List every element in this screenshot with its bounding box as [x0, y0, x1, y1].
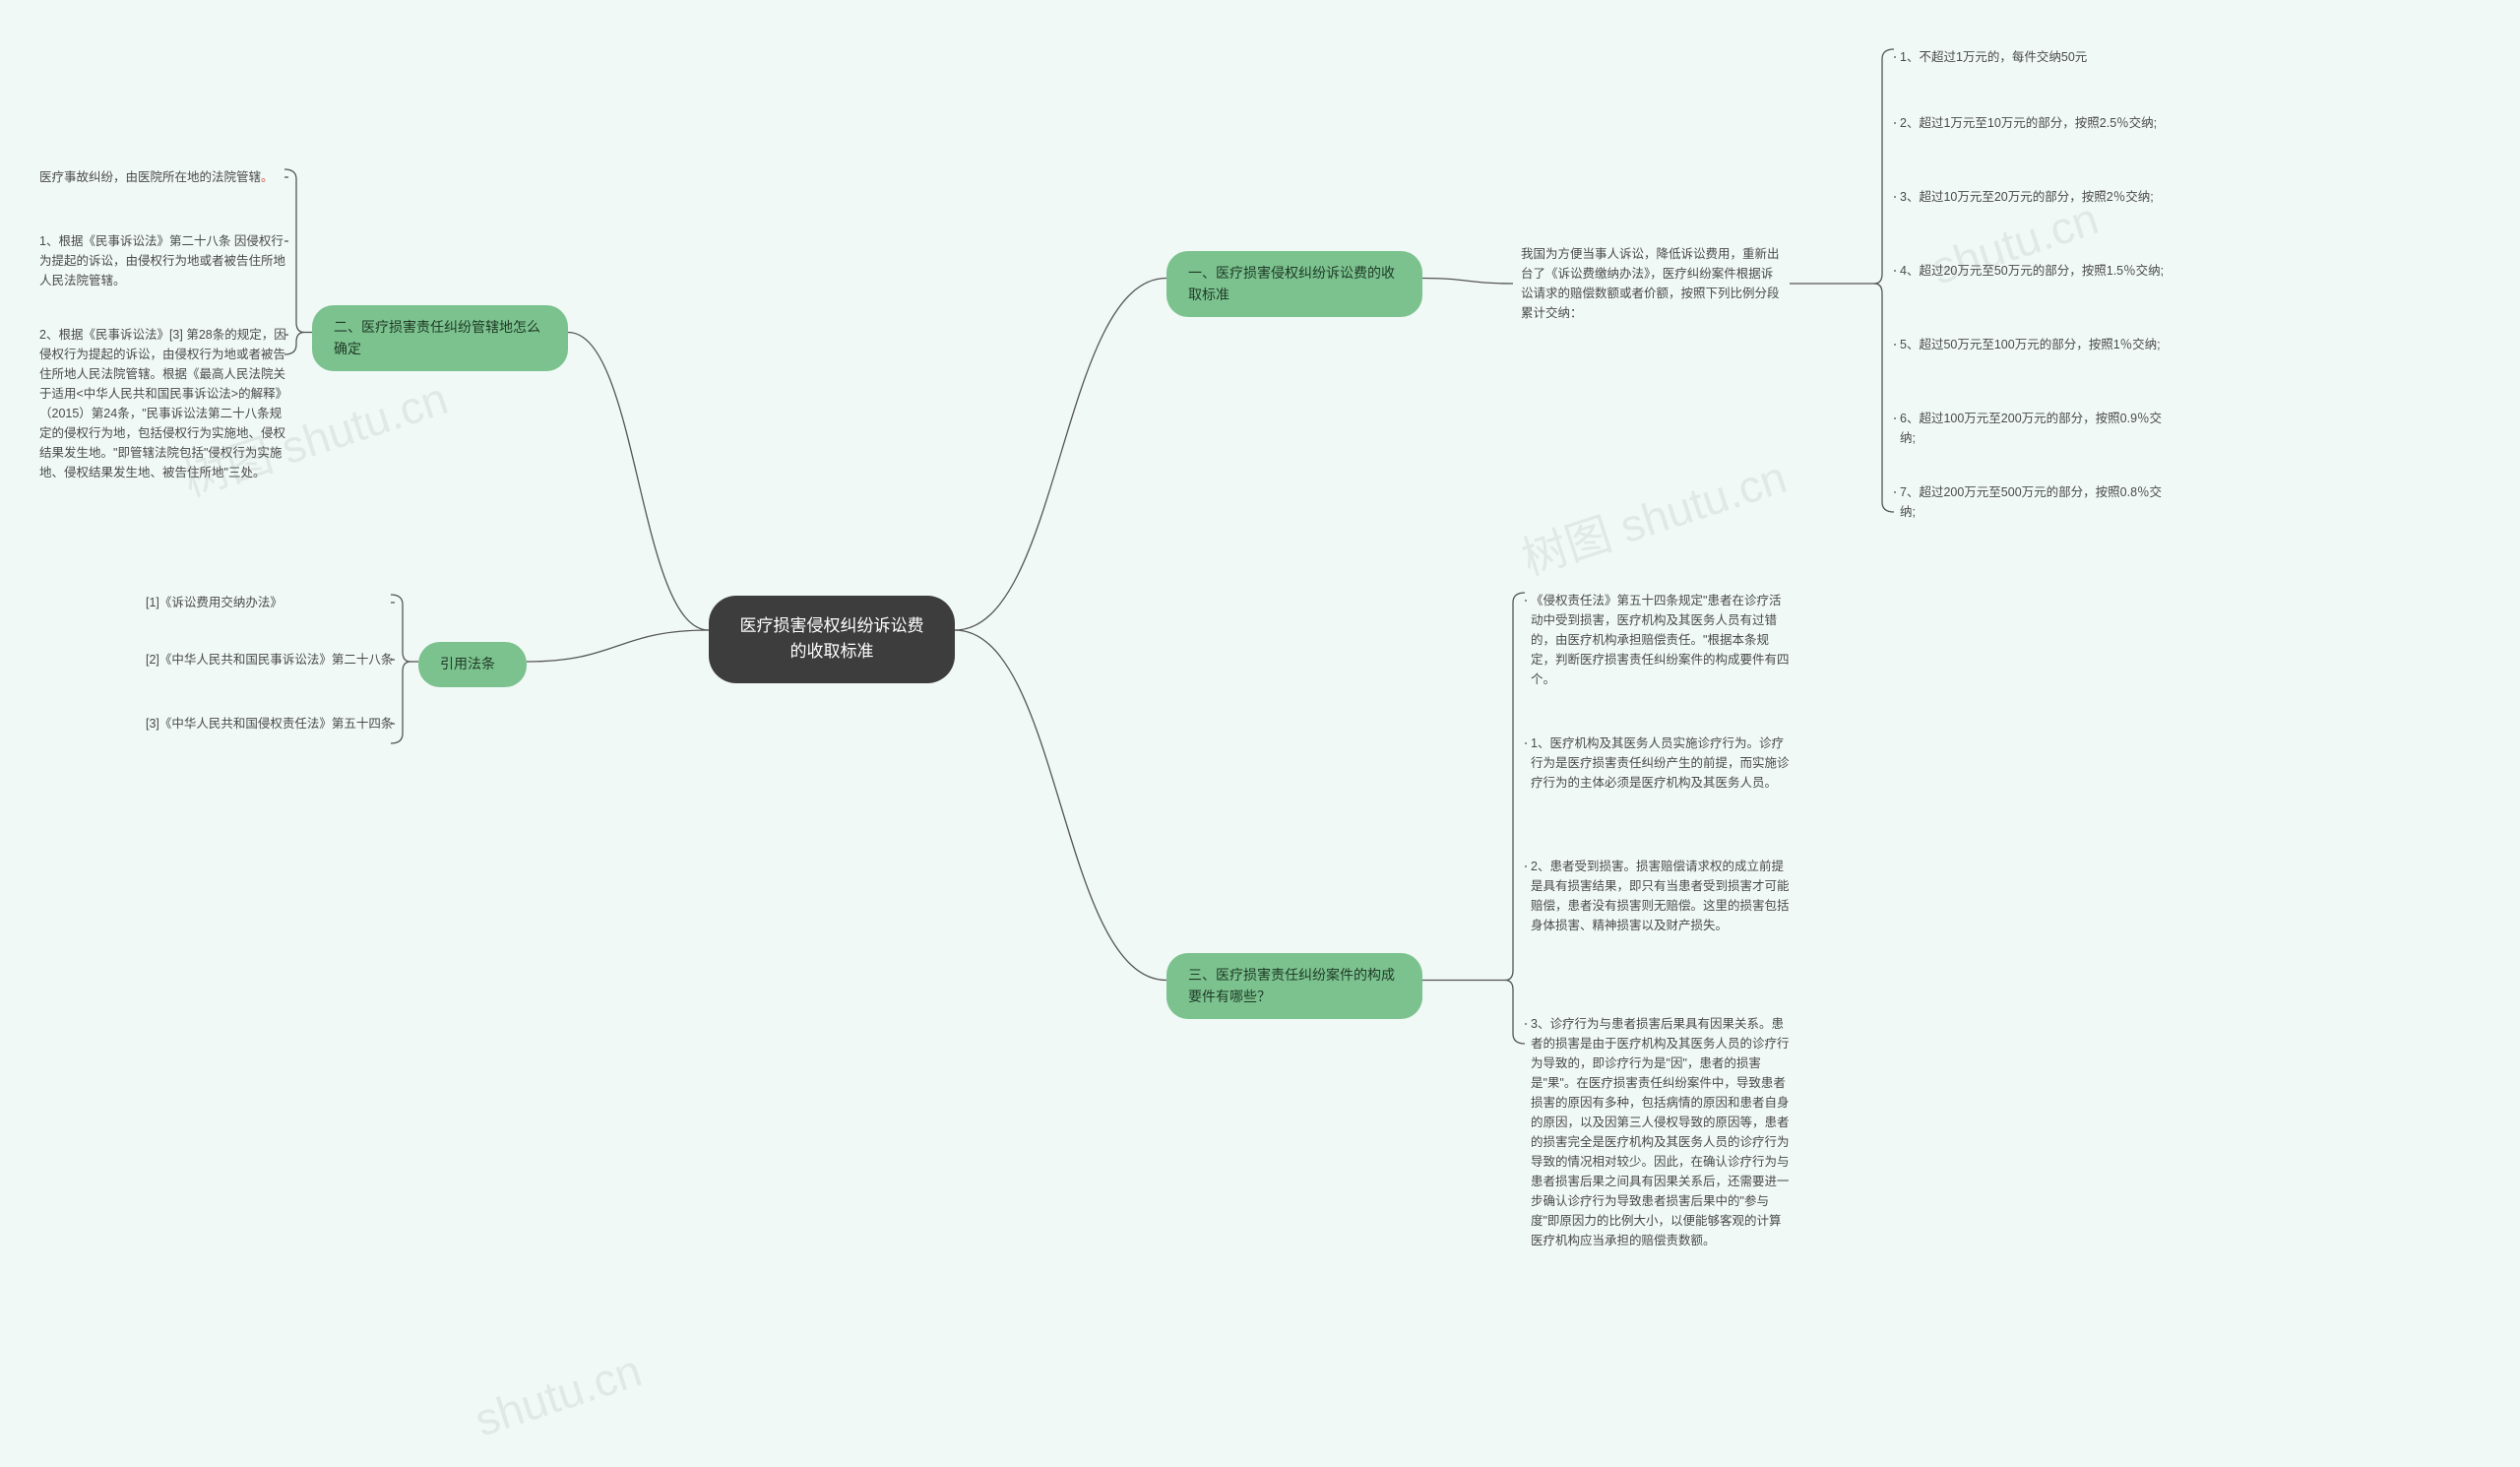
leaf-text: 1、根据《民事诉讼法》第二十八条 因侵权行为提起的诉讼，由侵权行为地或者被告住所… [39, 231, 290, 290]
mid-text: 我国为方便当事人诉讼，降低诉讼费用，重新出台了《诉讼费缴纳办法》，医疗纠纷案件根… [1521, 244, 1782, 323]
leaf-text: 2、根据《民事诉讼法》[3] 第28条的规定，因侵权行为提起的诉讼，由侵权行为地… [39, 325, 290, 482]
leaf-text: 3、超过10万元至20万元的部分，按照2％交纳; [1900, 187, 2154, 207]
branch-node: 一、医疗损害侵权纠纷诉讼费的收取标准 [1166, 251, 1422, 317]
leaf-text: 5、超过50万元至100万元的部分，按照1％交纳; [1900, 335, 2161, 354]
connector-layer [0, 0, 2520, 1467]
branch-node: 三、医疗损害责任纠纷案件的构成要件有哪些？ [1166, 953, 1422, 1019]
branch-label: 一、医疗损害侵权纠纷诉讼费的收取标准 [1188, 265, 1395, 302]
root-label-l1: 医疗损害侵权纠纷诉讼费 [740, 616, 924, 635]
leaf-text: 7、超过200万元至500万元的部分，按照0.8％交纳; [1900, 482, 2166, 522]
leaf-text: 3、诊疗行为与患者损害后果具有因果关系。患者的损害是由于医疗机构及其医务人员的诊… [1531, 1014, 1792, 1250]
leaf-text: 2、患者受到损害。损害赔偿请求权的成立前提是具有损害结果，即只有当患者受到损害才… [1531, 857, 1792, 935]
watermark: shutu.cn [469, 1343, 648, 1446]
leaf-text: [3]《中华人民共和国侵权责任法》第五十四条 [146, 714, 393, 734]
leaf-text: 6、超过100万元至200万元的部分，按照0.9％交纳; [1900, 409, 2166, 448]
root-node: 医疗损害侵权纠纷诉讼费 的收取标准 [709, 596, 955, 683]
leaf-text: 《侵权责任法》第五十四条规定"患者在诊疗活动中受到损害，医疗机构及其医务人员有过… [1531, 591, 1792, 689]
leaf-text: [2]《中华人民共和国民事诉讼法》第二十八条 [146, 650, 393, 670]
branch-node: 二、医疗损害责任纠纷管辖地怎么确定 [312, 305, 568, 371]
leaf-text: 4、超过20万元至50万元的部分，按照1.5％交纳; [1900, 261, 2164, 281]
root-label-l2: 的收取标准 [790, 642, 874, 661]
watermark: 树图 shutu.cn [1513, 442, 1794, 589]
branch-label: 二、医疗损害责任纠纷管辖地怎么确定 [334, 319, 540, 356]
branch-label: 三、医疗损害责任纠纷案件的构成要件有哪些？ [1188, 967, 1395, 1004]
branch-label: 引用法条 [440, 656, 495, 671]
leaf-text: [1]《诉讼费用交纳办法》 [146, 593, 283, 612]
leaf-text: 1、不超过1万元的，每件交纳50元 [1900, 47, 2087, 67]
leaf-text: 医疗事故纠纷，由医院所在地的法院管辖。 [39, 167, 274, 187]
branch-node: 引用法条 [418, 642, 527, 687]
leaf-text: 2、超过1万元至10万元的部分，按照2.5％交纳; [1900, 113, 2157, 133]
leaf-text: 1、医疗机构及其医务人员实施诊疗行为。诊疗行为是医疗损害责任纠纷产生的前提，而实… [1531, 734, 1792, 793]
